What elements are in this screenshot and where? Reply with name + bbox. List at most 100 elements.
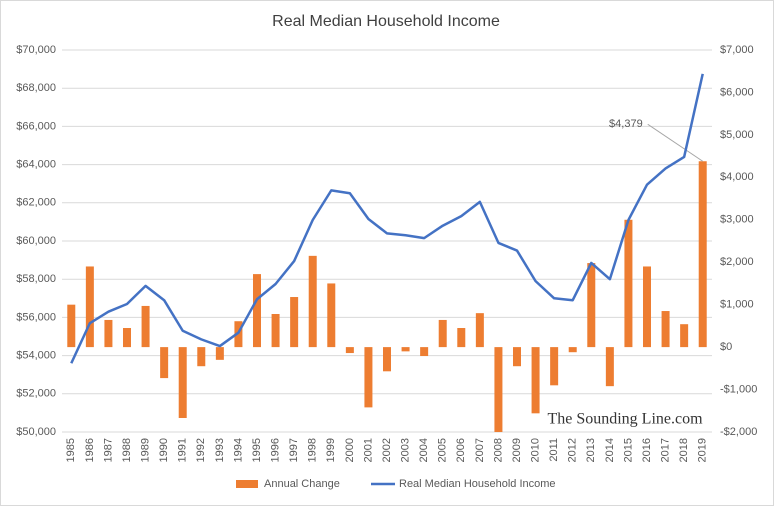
x-tick-label: 1994 [232, 438, 244, 462]
bar [160, 347, 169, 379]
bar [401, 347, 410, 352]
bar [475, 313, 484, 348]
x-tick-label: 1987 [102, 438, 114, 462]
x-tick-label: 2015 [622, 438, 634, 462]
x-tick-label: 2014 [604, 438, 616, 462]
legend-swatch [236, 480, 258, 488]
y-tick-label: $70,000 [16, 44, 56, 56]
bar [438, 319, 447, 348]
x-tick-label: 2012 [567, 438, 579, 462]
x-tick-label: 2018 [678, 438, 690, 462]
y-tick-label: $60,000 [16, 235, 56, 247]
y2-tick-label: $7,000 [720, 44, 754, 56]
y2-tick-label: $1,000 [720, 299, 754, 311]
bar [643, 266, 651, 348]
annotation-label: $4,379 [609, 118, 643, 130]
bar [308, 255, 317, 348]
x-tick-label: 1998 [307, 438, 319, 462]
x-tick-label: 2007 [474, 438, 486, 462]
x-tick-label: 2009 [511, 438, 523, 462]
x-tick-label: 2017 [659, 438, 671, 462]
x-tick-label: 2000 [344, 438, 356, 462]
bar [550, 347, 559, 386]
y2-tick-label: $0 [720, 341, 732, 353]
annotation-leader [647, 123, 703, 162]
x-tick-label: 1991 [177, 438, 189, 462]
bar [327, 283, 336, 348]
bar [290, 297, 299, 348]
y-tick-label: $64,000 [16, 159, 56, 171]
bar [67, 304, 76, 348]
y2-tick-label: $2,000 [720, 256, 754, 268]
x-tick-label: 2004 [418, 438, 430, 462]
bar [680, 324, 689, 348]
x-tick-label: 2002 [381, 438, 393, 462]
bar [141, 305, 150, 348]
x-tick-label: 2006 [455, 438, 467, 462]
watermark: The Sounding Line.com [547, 411, 703, 428]
x-tick-label: 2019 [697, 438, 709, 462]
bar [271, 314, 280, 348]
bar [624, 219, 633, 348]
chart-title: Real Median Household Income [272, 13, 500, 30]
x-tick-label: 1996 [269, 438, 281, 462]
x-tick-label: 2008 [492, 438, 504, 462]
y2-tick-label: $5,000 [720, 129, 754, 141]
bar [513, 347, 521, 367]
bar [420, 347, 429, 357]
x-tick-label: 1989 [139, 438, 151, 462]
legend-label: Annual Change [264, 478, 340, 490]
y-tick-label: $62,000 [16, 197, 56, 209]
x-tick-label: 1995 [251, 438, 263, 462]
legend-label: Real Median Household Income [399, 478, 556, 490]
x-tick-label: 1997 [288, 438, 300, 462]
x-tick-label: 2016 [641, 438, 653, 462]
x-tick-label: 2005 [437, 438, 449, 462]
bar [605, 347, 614, 387]
x-tick-label: 1992 [195, 438, 207, 462]
x-tick-label: 1985 [65, 438, 77, 462]
bar [698, 161, 707, 348]
y-tick-label: $50,000 [16, 426, 56, 438]
bar [494, 347, 503, 432]
y-tick-label: $58,000 [16, 273, 56, 285]
y2-tick-label: -$1,000 [720, 383, 757, 395]
x-tick-label: 1988 [121, 438, 133, 462]
bar [178, 347, 187, 418]
bar [253, 274, 261, 348]
bar [364, 347, 373, 408]
x-tick-label: 1986 [84, 438, 96, 462]
bar [383, 347, 391, 372]
bar [587, 263, 596, 348]
y2-tick-label: $6,000 [720, 86, 754, 98]
bar [345, 347, 354, 354]
y-tick-label: $66,000 [16, 120, 56, 132]
bar [457, 328, 466, 348]
y2-tick-label: $4,000 [720, 171, 754, 183]
bar [123, 328, 131, 348]
bar [197, 347, 206, 367]
x-tick-label: 2001 [362, 438, 374, 462]
bar [661, 311, 670, 348]
x-tick-label: 2013 [585, 438, 597, 462]
y-tick-label: $56,000 [16, 311, 56, 323]
x-tick-label: 2011 [548, 438, 560, 462]
x-tick-label: 1993 [214, 438, 226, 462]
y-tick-label: $68,000 [16, 82, 56, 94]
bar [104, 319, 113, 348]
bar [531, 347, 540, 414]
x-tick-label: 2010 [529, 438, 541, 462]
y-tick-label: $54,000 [16, 350, 56, 362]
x-tick-label: 2003 [399, 438, 411, 462]
y2-tick-label: -$2,000 [720, 426, 757, 438]
line [70, 73, 704, 364]
x-tick-label: 1999 [325, 438, 337, 462]
y2-tick-label: $3,000 [720, 214, 754, 226]
x-tick-label: 1990 [158, 438, 170, 462]
bar [215, 347, 224, 360]
bar [85, 266, 94, 348]
y-tick-label: $52,000 [16, 388, 56, 400]
bar [568, 347, 577, 353]
